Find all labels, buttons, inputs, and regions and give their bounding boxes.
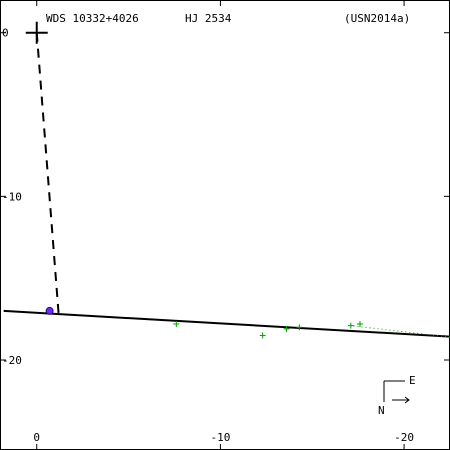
motion-arrow-head <box>404 396 410 404</box>
observation-point <box>173 321 180 327</box>
observation-point <box>296 324 303 331</box>
orbit-lines <box>3 21 450 338</box>
y-tick-label: -20 <box>2 354 22 367</box>
x-tick-label: 0 <box>33 431 40 444</box>
x-tick-label: -10 <box>210 431 230 444</box>
compass: E N <box>378 374 416 417</box>
orbit-line <box>3 309 450 338</box>
observation-point <box>347 322 354 329</box>
x-tick-label: -20 <box>394 431 414 444</box>
compass-east-label: E <box>409 374 416 387</box>
residual-dotted-line <box>350 325 450 338</box>
current-position-dot <box>45 306 54 315</box>
star-name-label: HJ 2534 <box>185 12 232 25</box>
y-tick-label: -10 <box>2 190 22 203</box>
observation-points <box>45 306 363 339</box>
wds-label: WDS 10332+4026 <box>46 12 139 25</box>
y-tick-label: 0 <box>2 27 9 40</box>
compass-north-label: N <box>378 404 385 417</box>
observation-point <box>259 332 266 339</box>
reference-label: (USN2014a) <box>344 12 410 25</box>
observation-point <box>357 321 363 327</box>
observation-point <box>283 325 290 332</box>
